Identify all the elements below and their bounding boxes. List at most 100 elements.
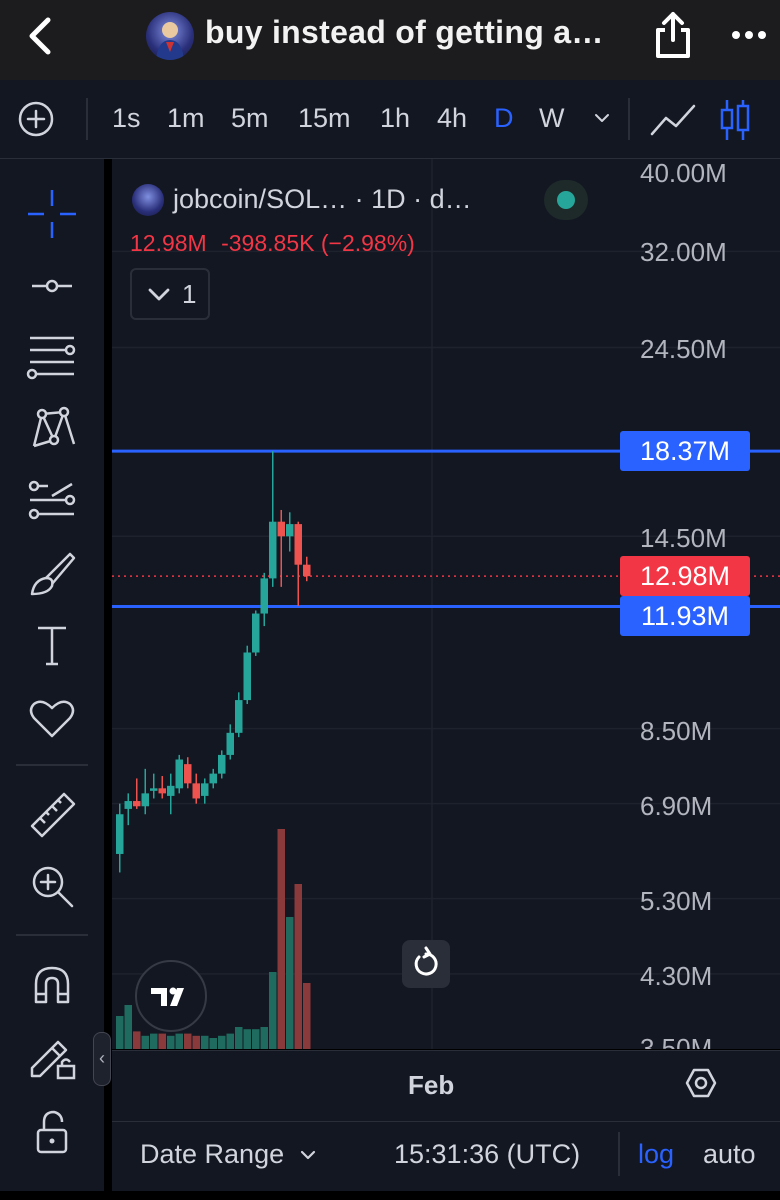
interval-dropdown[interactable] — [592, 108, 612, 128]
symbol-title[interactable]: jobcoin/SOL… · 1D · d… — [173, 184, 472, 214]
crosshair-icon — [28, 190, 76, 238]
add-button[interactable] — [17, 100, 55, 138]
utc-clock[interactable]: 15:31:36 (UTC) — [394, 1139, 581, 1169]
lock-drawings-tool[interactable] — [22, 1026, 82, 1082]
candle-body — [175, 759, 183, 789]
candle-body — [201, 783, 209, 796]
zoom-in-icon — [32, 866, 74, 908]
candle-body — [294, 524, 302, 565]
reset-chart-button[interactable] — [402, 940, 450, 988]
interval-15m[interactable]: 15m — [298, 103, 351, 133]
volume-bar — [141, 1035, 149, 1049]
volume-bar — [235, 1027, 243, 1049]
indicators-toggle[interactable]: 1 — [130, 268, 210, 320]
candle-body — [133, 801, 141, 807]
toolbar-divider — [628, 98, 630, 140]
pencil-lock-icon — [30, 1040, 76, 1080]
volume-bar — [116, 1016, 124, 1049]
candle-body — [277, 521, 285, 537]
volume-bar — [243, 1029, 251, 1049]
price-axis-label: 4.30M — [640, 961, 713, 991]
candle-body — [141, 793, 149, 807]
magnet-icon — [34, 966, 70, 1004]
volume-bar — [124, 1005, 132, 1049]
candle-body — [218, 754, 226, 774]
trend-line-tool[interactable] — [22, 258, 82, 314]
volume-bar — [277, 829, 285, 1049]
home-indicator-area — [0, 1191, 780, 1200]
crosshair-tool[interactable] — [22, 186, 82, 242]
interval-1m[interactable]: 1m — [167, 103, 205, 133]
text-icon — [38, 626, 66, 666]
candles-button[interactable] — [718, 98, 752, 142]
volume-bar — [184, 1033, 192, 1049]
price-axis-label: 5.30M — [640, 886, 713, 916]
share-icon — [656, 12, 690, 58]
prediction-tool[interactable] — [22, 472, 82, 528]
candle-body — [150, 788, 158, 791]
candle-body — [252, 613, 260, 653]
candle-body — [116, 814, 124, 854]
plus-circle-icon — [18, 101, 54, 137]
price-change-row: 12.98M -398.85K (−2.98%) — [130, 230, 415, 257]
candle-body — [124, 801, 132, 809]
toolbar-divider — [16, 764, 88, 766]
drawing-toolbar — [0, 159, 104, 1200]
lock-tool[interactable] — [22, 1104, 82, 1160]
candle-body — [209, 773, 217, 784]
avatar — [146, 12, 194, 60]
pattern-tool[interactable] — [22, 400, 82, 456]
change-value: -398.85K — [221, 230, 315, 256]
candle-body — [286, 524, 294, 537]
candle-body — [243, 652, 251, 701]
hline-high-label[interactable]: 18.37M — [620, 431, 750, 471]
current-price-label: 12.98M — [620, 556, 750, 596]
chevron-left-icon — [29, 17, 51, 55]
time-axis[interactable] — [112, 1050, 780, 1121]
text-tool[interactable] — [22, 618, 82, 674]
measure-tool[interactable] — [22, 786, 82, 842]
candlestick-icon — [720, 100, 750, 140]
symbol-avatar — [132, 184, 164, 216]
zoom-tool[interactable] — [22, 858, 82, 914]
interval-4h[interactable]: 4h — [437, 103, 468, 133]
price-axis-label: 8.50M — [640, 716, 713, 746]
favorites-tool[interactable] — [22, 690, 82, 746]
volume-bar — [150, 1033, 158, 1049]
auto-scale-toggle[interactable]: auto — [703, 1139, 756, 1169]
toolbar-divider — [86, 98, 88, 140]
more-button[interactable] — [728, 20, 770, 50]
interval-w[interactable]: W — [539, 103, 565, 133]
back-button[interactable] — [22, 14, 62, 58]
interval-d[interactable]: D — [494, 103, 514, 133]
chevron-down-icon — [595, 114, 609, 122]
pattern-icon — [32, 406, 76, 448]
page-title: buy instead of getting a… — [205, 14, 604, 50]
interval-1s[interactable]: 1s — [112, 103, 141, 133]
chart-settings-button[interactable] — [684, 1066, 718, 1100]
reset-icon — [414, 946, 438, 976]
hline-low-label[interactable]: 11.93M — [620, 596, 750, 636]
chart-type-button[interactable] — [650, 100, 696, 140]
log-scale-toggle[interactable]: log — [638, 1139, 675, 1169]
time-axis-label: Feb — [408, 1070, 455, 1100]
magnet-tool[interactable] — [22, 958, 82, 1014]
brush-tool[interactable] — [22, 546, 82, 602]
fib-tool[interactable] — [22, 328, 82, 384]
chevron-down-icon — [300, 1150, 315, 1160]
market-status-indicator[interactable] — [544, 180, 588, 220]
price-axis-label: 3.50M — [640, 1033, 713, 1049]
interval-1h[interactable]: 1h — [380, 103, 411, 133]
tradingview-logo[interactable] — [135, 960, 207, 1032]
volume-bar — [201, 1035, 209, 1049]
horizontal-line-icon — [32, 279, 72, 293]
ellipsis-icon — [732, 31, 766, 39]
brush-icon — [30, 552, 76, 596]
collapse-toolbar-button[interactable]: ‹ — [93, 1032, 111, 1086]
date-range-button[interactable]: Date Range — [140, 1139, 318, 1170]
heart-icon — [29, 700, 75, 738]
volume-bar — [252, 1029, 260, 1049]
interval-toolbar — [0, 80, 780, 159]
interval-5m[interactable]: 5m — [231, 103, 269, 133]
share-button[interactable] — [652, 10, 694, 60]
